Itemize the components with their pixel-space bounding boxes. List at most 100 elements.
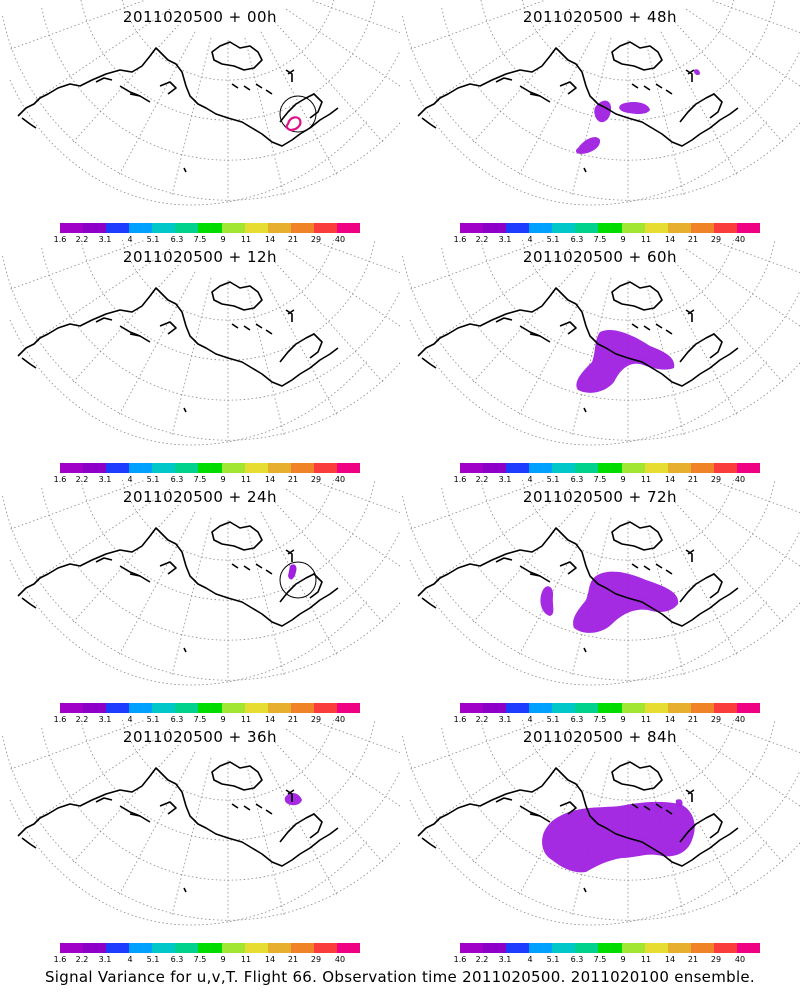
variance-blob (675, 799, 683, 807)
colorbar-tick-label: 6.3 (170, 715, 184, 724)
colorbar-swatch (198, 463, 222, 473)
colorbar-tick-label: 9 (620, 955, 626, 964)
colorbar-swatch (598, 943, 622, 953)
variance-blob (594, 100, 612, 123)
colorbar-tick-label: 7.5 (193, 715, 207, 724)
colorbar-tick-label: 9 (220, 955, 226, 964)
colorbar-swatch (506, 223, 530, 233)
colorbar-tick-label: 7.5 (593, 475, 607, 484)
variance-blob (573, 571, 679, 633)
colorbar-ticks: 1.6 2.2 3.1 4 5.1 6.3 7.5 9 11 14 21 29 40 (454, 475, 760, 485)
colorbar-tick-label: 5.1 (546, 955, 560, 964)
colorbar-tick-label: 21 (687, 475, 699, 484)
colorbar-swatch (106, 703, 130, 713)
coastline (417, 41, 739, 173)
colorbar-tick-label: 5.1 (546, 715, 560, 724)
variance-blob (284, 793, 302, 806)
colorbar-tick-label: 7.5 (193, 235, 207, 244)
colorbar-tick-label: 4 (127, 475, 133, 484)
colorbar-ticks: 1.6 2.2 3.1 4 5.1 6.3 7.5 9 11 14 21 29 40 (454, 235, 760, 245)
colorbar-tick-label: 3.1 (498, 475, 512, 484)
colorbar-swatch (175, 703, 199, 713)
colorbar-tick-label: 21 (287, 235, 299, 244)
coastline (17, 281, 339, 413)
colorbar-tick-label: 7.5 (193, 955, 207, 964)
variance-blob (619, 102, 650, 114)
map-panel: 2011020500 + 72h 1.6 2.2 3.1 4 5.1 6.3 7.5 9 11 14… (400, 480, 800, 725)
colorbar-swatch (736, 943, 761, 953)
colorbar-tick-label: 6.3 (170, 475, 184, 484)
colorbar-ticks: 1.6 2.2 3.1 4 5.1 6.3 7.5 9 11 14 21 29 40 (54, 715, 360, 725)
colorbar-ticks: 1.6 2.2 3.1 4 5.1 6.3 7.5 9 11 14 21 29 40 (54, 475, 360, 485)
lat-lon-grid (402, 0, 800, 206)
colorbar-tick-label: 14 (264, 715, 276, 724)
colorbar-tick-label: 5.1 (146, 475, 160, 484)
colorbar-tick-label: 9 (620, 475, 626, 484)
colorbar-tick-label: 6.3 (170, 955, 184, 964)
colorbar-tick-label: 5.1 (546, 235, 560, 244)
colorbar-tick-label: 3.1 (498, 955, 512, 964)
colorbar-swatch (313, 223, 337, 233)
colorbar-tick-label: 40 (734, 715, 746, 724)
colorbar-swatch (713, 943, 737, 953)
colorbar-swatch (621, 943, 645, 953)
colorbar-swatch (267, 703, 291, 713)
colorbar-swatch (198, 703, 222, 713)
colorbar-swatch (60, 223, 84, 233)
colorbar-tick-label: 29 (710, 235, 722, 244)
colorbar-tick-label: 3.1 (98, 955, 112, 964)
colorbar-swatch (221, 943, 245, 953)
map-panel: 2011020500 + 12h 1.6 2.2 3.1 4 5.1 6.3 7.5 9 11 14… (0, 240, 400, 485)
colorbar-tick-label: 5.1 (546, 475, 560, 484)
colorbar-tick-label: 4 (127, 715, 133, 724)
colorbar-tick-label: 3.1 (498, 715, 512, 724)
colorbar-swatch (552, 703, 576, 713)
colorbar-tick-label: 40 (334, 955, 346, 964)
panel-title: 2011020500 + 72h (522, 488, 678, 506)
colorbar-swatch (552, 943, 576, 953)
panel-title: 2011020500 + 00h (122, 8, 278, 26)
colorbar-swatch (244, 463, 268, 473)
colorbar-swatch (598, 223, 622, 233)
colorbar-swatch (152, 223, 176, 233)
colorbar-tick-label: 14 (664, 715, 676, 724)
coastline (417, 761, 739, 893)
colorbar-swatch (690, 943, 714, 953)
colorbar-tick-label: 1.6 (453, 715, 467, 724)
polar-map (2, 720, 400, 926)
colorbar-swatch (713, 223, 737, 233)
colorbar-swatch (621, 703, 645, 713)
colorbar-ticks: 1.6 2.2 3.1 4 5.1 6.3 7.5 9 11 14 21 29 40 (54, 955, 360, 965)
colorbar-tick-label: 2.2 (475, 235, 489, 244)
colorbar-tick-label: 2.2 (75, 955, 89, 964)
colorbar-tick-label: 21 (687, 715, 699, 724)
colorbar-swatch (644, 463, 668, 473)
colorbar-swatch (175, 943, 199, 953)
colorbar-tick-label: 14 (664, 235, 676, 244)
colorbar-tick-label: 6.3 (570, 955, 584, 964)
colorbar-tick-label: 4 (527, 955, 533, 964)
colorbar-swatch (529, 943, 553, 953)
observation-circle (279, 561, 317, 599)
colorbar-swatch (175, 223, 199, 233)
colorbar-tick-label: 11 (240, 955, 252, 964)
colorbar-tick-label: 3.1 (98, 475, 112, 484)
colorbar-swatch (713, 703, 737, 713)
colorbar-swatch (460, 703, 484, 713)
colorbar-swatch (667, 943, 691, 953)
colorbar-swatch (644, 943, 668, 953)
coastline (17, 761, 339, 893)
colorbar-swatch (575, 223, 599, 233)
colorbar-swatch (267, 223, 291, 233)
coastline (17, 41, 339, 173)
polar-map (402, 480, 800, 686)
colorbar-swatch (460, 463, 484, 473)
variance-blob (576, 329, 675, 393)
colorbar-swatch (552, 223, 576, 233)
colorbar-swatch (529, 703, 553, 713)
colorbar-swatch (313, 943, 337, 953)
colorbar-swatch (598, 463, 622, 473)
colorbar-swatch (690, 703, 714, 713)
map-panel: 2011020500 + 84h 1.6 2.2 3.1 4 5.1 6.3 7.5 9 11 14… (400, 720, 800, 965)
coastline (17, 521, 339, 653)
